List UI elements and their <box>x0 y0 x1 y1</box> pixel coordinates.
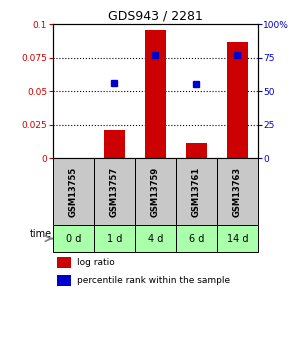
Text: 4 d: 4 d <box>148 234 163 244</box>
Bar <box>53 225 94 252</box>
Text: 1 d: 1 d <box>107 234 122 244</box>
Bar <box>227 41 248 158</box>
Bar <box>94 225 135 252</box>
Text: GSM13761: GSM13761 <box>192 166 201 217</box>
Bar <box>145 30 166 158</box>
Text: log ratio: log ratio <box>77 258 115 267</box>
Text: 6 d: 6 d <box>189 234 204 244</box>
Text: GSM13755: GSM13755 <box>69 166 78 217</box>
Bar <box>135 158 176 225</box>
Bar <box>104 130 125 158</box>
Title: GDS943 / 2281: GDS943 / 2281 <box>108 10 203 23</box>
Bar <box>217 158 258 225</box>
Text: GSM13757: GSM13757 <box>110 166 119 217</box>
Text: time: time <box>30 229 52 239</box>
Text: percentile rank within the sample: percentile rank within the sample <box>77 276 231 285</box>
Text: 14 d: 14 d <box>226 234 248 244</box>
Text: GSM13759: GSM13759 <box>151 166 160 217</box>
Bar <box>217 225 258 252</box>
Bar <box>94 158 135 225</box>
Bar <box>176 158 217 225</box>
Bar <box>57 257 71 268</box>
Bar <box>186 143 207 158</box>
Bar <box>135 225 176 252</box>
Text: GSM13763: GSM13763 <box>233 166 242 217</box>
Bar <box>53 158 94 225</box>
Bar <box>176 225 217 252</box>
Text: 0 d: 0 d <box>66 234 81 244</box>
Bar <box>57 276 71 286</box>
